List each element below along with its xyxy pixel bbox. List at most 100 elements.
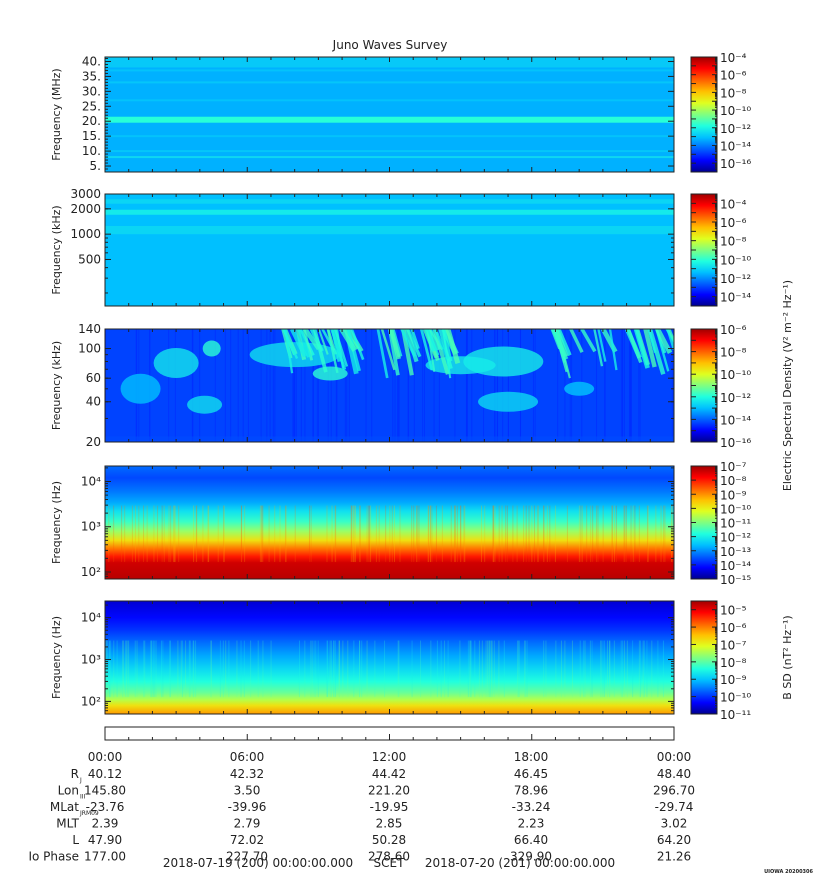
ephemeris-value: 177.00 — [84, 850, 126, 864]
ephemeris-value: 64.20 — [657, 833, 691, 847]
time-label: 12:00 — [372, 750, 407, 764]
colorbar-tick-label: 10⁻⁸ — [720, 474, 747, 488]
colorbar-tick-label: 10⁻¹⁴ — [720, 139, 751, 153]
spectrogram-1 — [105, 57, 674, 172]
ephemeris-row-subscript: J — [79, 777, 82, 784]
time-label: 18:00 — [514, 750, 549, 764]
uiowa-stamp: UIOWA 20200306 — [764, 869, 813, 875]
colorbar-tick-label: 10⁻⁷ — [720, 638, 747, 652]
ephemeris-row-label: L — [72, 833, 79, 847]
colorbar-tick-label: 10⁻⁴ — [720, 197, 747, 211]
ephemeris-row-label: Lon — [58, 784, 79, 798]
colorbar-label: B SD (nT² Hz⁻¹) — [781, 615, 794, 699]
ephemeris-row-label: MLat — [50, 800, 79, 814]
y-axis-label: Frequency (MHz) — [50, 68, 63, 160]
y-tick-label: 60 — [86, 371, 101, 385]
ephemeris-value: 48.40 — [657, 767, 691, 781]
panel-4: 10² 10³ 10⁴ Frequency (Hz) 10⁻⁷10⁻⁸10⁻⁹10⁻¹⁰… — [50, 460, 751, 587]
colorbar-tick-label: 10⁻⁶ — [720, 69, 747, 83]
y-tick-label: 10³ — [81, 653, 101, 667]
colorbar-tick-label: 10⁻⁸ — [720, 235, 747, 249]
y-axis-label: Frequency (Hz) — [50, 481, 63, 564]
ephemeris-value: 145.80 — [84, 784, 126, 798]
y-tick-label: 100 — [78, 342, 101, 356]
y-tick-label: 40. — [82, 54, 101, 68]
panel-1: 5.10.15.20.25.30.35.40. Frequency (MHz) 10… — [50, 51, 751, 173]
colorbar-tick-label: 10⁻¹¹ — [720, 708, 751, 722]
y-tick-label: 5. — [90, 159, 101, 173]
y-tick-label: 10² — [81, 694, 101, 708]
y-tick-label: 10² — [81, 565, 101, 579]
ephemeris-row-subscript: III — [80, 794, 86, 801]
y-tick-label: 140 — [78, 322, 101, 336]
y-tick-label: 3000 — [70, 187, 101, 201]
colorbar-tick-label: 10⁻¹² — [720, 531, 751, 545]
y-tick-label: 10⁴ — [81, 611, 101, 625]
ephemeris-value: 278.60 — [368, 850, 410, 864]
ephemeris-value: 2.79 — [234, 817, 261, 831]
ephemeris-row-label: Io Phase — [28, 850, 79, 864]
ephemeris-value: 42.32 — [230, 767, 264, 781]
y-axis-label: Frequency (kHz) — [50, 341, 63, 430]
colorbar-tick-label: 10⁻⁸ — [720, 346, 747, 360]
ephemeris-value: 3.02 — [661, 817, 688, 831]
y-tick-label: 15. — [82, 129, 101, 143]
colorbar-tick-label: 10⁻¹⁰ — [720, 253, 751, 267]
colorbar-5: 10⁻⁵ 10⁻⁶ 10⁻⁷ 10⁻⁸ 10⁻⁹ 10⁻¹⁰ 10⁻¹¹ B SD (nT² … — [690, 600, 794, 722]
spectrogram-3 — [105, 329, 674, 442]
y-axis-label: Frequency (Hz) — [50, 616, 63, 699]
time-axis — [104, 726, 675, 741]
ephemeris-value: 72.02 — [230, 833, 264, 847]
ephemeris-value: 221.20 — [368, 784, 410, 798]
colorbar-tick-label: 10⁻¹⁰ — [720, 368, 751, 382]
colorbar-tick-label: 10⁻¹² — [720, 122, 751, 136]
y-tick-label: 20 — [86, 435, 101, 449]
ephemeris-value: 21.26 — [657, 850, 691, 864]
ephemeris-value: 46.45 — [514, 767, 548, 781]
colorbar-tick-label: 10⁻¹⁵ — [720, 573, 751, 587]
ephemeris-value: 44.42 — [372, 767, 406, 781]
ephemeris-row-label: MLT — [56, 817, 79, 831]
y-tick-label: 35. — [82, 69, 101, 83]
colorbar-tick-label: 10⁻⁶ — [720, 216, 747, 230]
colorbar-tick-label: 10⁻⁹ — [720, 673, 747, 687]
y-tick-label: 500 — [78, 252, 101, 266]
colorbar-tick-label: 10⁻¹² — [720, 272, 751, 286]
colorbar-tick-label: 10⁻¹⁶ — [720, 157, 751, 171]
ephemeris-value: -29.74 — [655, 800, 694, 814]
ephemeris-value: -33.24 — [512, 800, 551, 814]
ephemeris-value: 50.28 — [372, 833, 406, 847]
colorbar-2: 10⁻⁴ 10⁻⁶ 10⁻⁸ 10⁻¹⁰ 10⁻¹² 10⁻¹⁴ — [690, 193, 751, 307]
ephemeris-value: 2.85 — [376, 817, 403, 831]
colorbar-tick-label: 10⁻¹¹ — [720, 517, 751, 531]
colorbar-tick-label: 10⁻¹⁴ — [720, 413, 751, 427]
ephemeris-table: 00:00 06:00 12:00 18:00 00:00 R J 40.12 42.32 44.… — [28, 750, 695, 864]
ephemeris-value: -19.95 — [370, 800, 409, 814]
time-label: 00:00 — [88, 750, 123, 764]
y-tick-label: 10⁴ — [81, 474, 101, 488]
ephemeris-value: 2.23 — [518, 817, 545, 831]
colorbar-tick-label: 10⁻¹³ — [720, 545, 751, 559]
y-tick-label: 20. — [82, 114, 101, 128]
footer-end-date: 2018-07-20 (201) 00:00:00.000 — [425, 856, 615, 870]
colorbar-1: 10⁻⁴ 10⁻⁶ 10⁻⁸ 10⁻¹⁰ 10⁻¹² 10⁻¹⁴ 10⁻¹⁶ — [690, 51, 751, 173]
ephemeris-value: 227.70 — [226, 850, 268, 864]
ephemeris-value: -23.76 — [86, 800, 125, 814]
ephemeris-value: -39.96 — [228, 800, 267, 814]
ephemeris-value: 47.90 — [88, 833, 122, 847]
ephemeris-value: 296.70 — [653, 784, 695, 798]
colorbar-4: 10⁻⁷10⁻⁸10⁻⁹10⁻¹⁰10⁻¹¹10⁻¹²10⁻¹³10⁻¹⁴10⁻… — [690, 460, 751, 587]
colorbar-tick-label: 10⁻¹⁰ — [720, 104, 751, 118]
colorbar-tick-label: 10⁻¹⁰ — [720, 502, 751, 516]
colorbar-tick-label: 10⁻¹⁰ — [720, 691, 751, 705]
y-axis-label: Frequency (kHz) — [50, 205, 63, 294]
y-tick-label: 2000 — [70, 202, 101, 216]
y-tick-label: 10³ — [81, 520, 101, 534]
ephemeris-value: 329.90 — [510, 850, 552, 864]
ephemeris-value: 2.39 — [92, 817, 119, 831]
spectrogram-4 — [105, 466, 674, 579]
colorbar-tick-label: 10⁻¹⁴ — [720, 291, 751, 305]
